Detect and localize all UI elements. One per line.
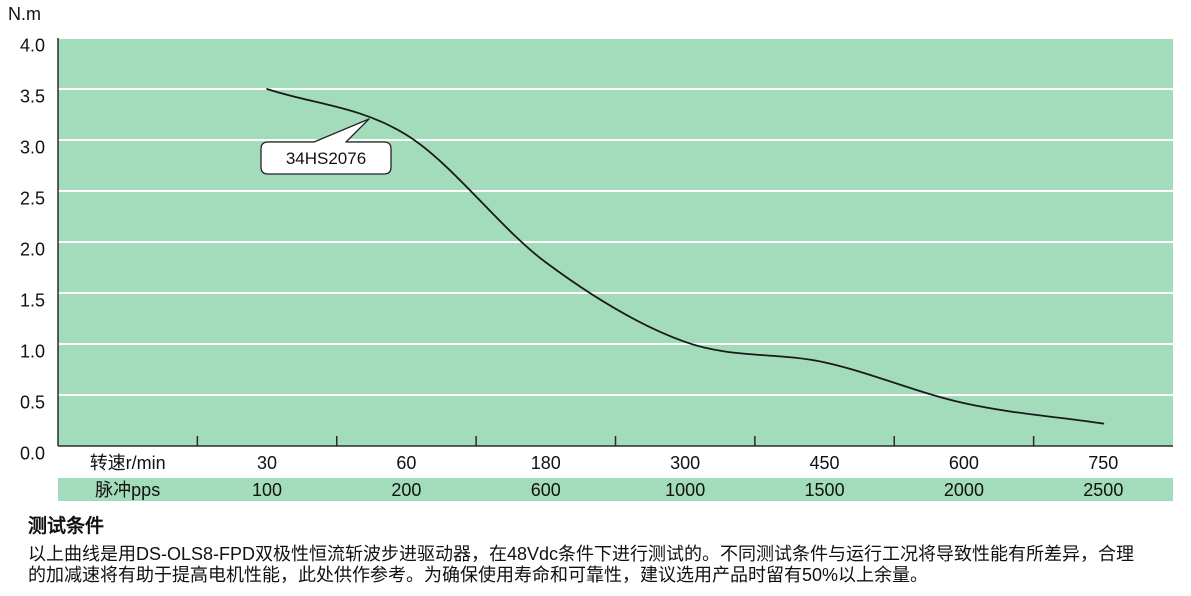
y-tick-label: 2.0	[20, 240, 45, 260]
torque-speed-chart: 34HS2076 N.m 0.0 0.5 1.0 1.5 2.0 2.5 3.0 3.5 4.0…	[8, 4, 1173, 501]
y-axis-unit: N.m	[8, 4, 41, 24]
pulse-row-band	[58, 478, 1173, 501]
x-tick-marks	[196, 436, 1035, 446]
speed-tick-label: 60	[396, 453, 416, 473]
test-conditions-text: 以上曲线是用DS-OLS8-FPD双极性恒流斩波步进驱动器，在48Vdc条件下进…	[28, 544, 1183, 586]
pulse-tick-label: 600	[531, 480, 561, 500]
y-tick-labels: 0.0 0.5 1.0 1.5 2.0 2.5 3.0 3.5 4.0	[20, 36, 45, 464]
test-conditions-title: 测试条件	[28, 516, 105, 537]
x-category-rows: 转速r/min 30 60 180 300 450 600 750 脉冲pps 100 200 600…	[90, 453, 1124, 500]
y-tick-label: 4.0	[20, 36, 45, 56]
y-tick-label: 1.0	[20, 342, 45, 362]
pulse-tick-label: 2500	[1083, 480, 1123, 500]
pulse-row-label: 脉冲pps	[95, 480, 160, 500]
pulse-tick-label: 1500	[805, 480, 845, 500]
series-line	[266, 88, 1105, 425]
series-lines	[266, 88, 1105, 425]
speed-tick-label: 180	[531, 453, 561, 473]
y-tick-label: 3.5	[20, 87, 45, 107]
pulse-tick-label: 1000	[665, 480, 705, 500]
speed-tick-label: 30	[257, 453, 277, 473]
y-tick-label: 2.5	[20, 189, 45, 209]
test-conditions-line: 的加减速将有助于提高电机性能，此处供作参考。为确保使用寿命和可靠性，建议选用产品…	[28, 565, 929, 585]
callout-series-label: 34HS2076	[286, 149, 366, 168]
gridlines	[58, 37, 1173, 396]
test-conditions-line: 以上曲线是用DS-OLS8-FPD双极性恒流斩波步进驱动器，在48Vdc条件下进…	[28, 544, 1135, 564]
y-tick-label: 1.5	[20, 291, 45, 311]
pulse-tick-label: 2000	[944, 480, 984, 500]
y-tick-label: 0.0	[20, 444, 45, 464]
callout-bubble	[260, 118, 392, 175]
pulse-tick-label: 200	[391, 480, 421, 500]
speed-tick-label: 300	[670, 453, 700, 473]
speed-tick-label: 450	[810, 453, 840, 473]
speed-tick-label: 750	[1088, 453, 1118, 473]
speed-tick-label: 600	[949, 453, 979, 473]
y-tick-label: 3.0	[20, 138, 45, 158]
speed-row-label: 转速r/min	[90, 453, 166, 473]
y-tick-label: 0.5	[20, 393, 45, 413]
pulse-tick-label: 100	[252, 480, 282, 500]
series-callout: 34HS2076	[260, 118, 392, 175]
